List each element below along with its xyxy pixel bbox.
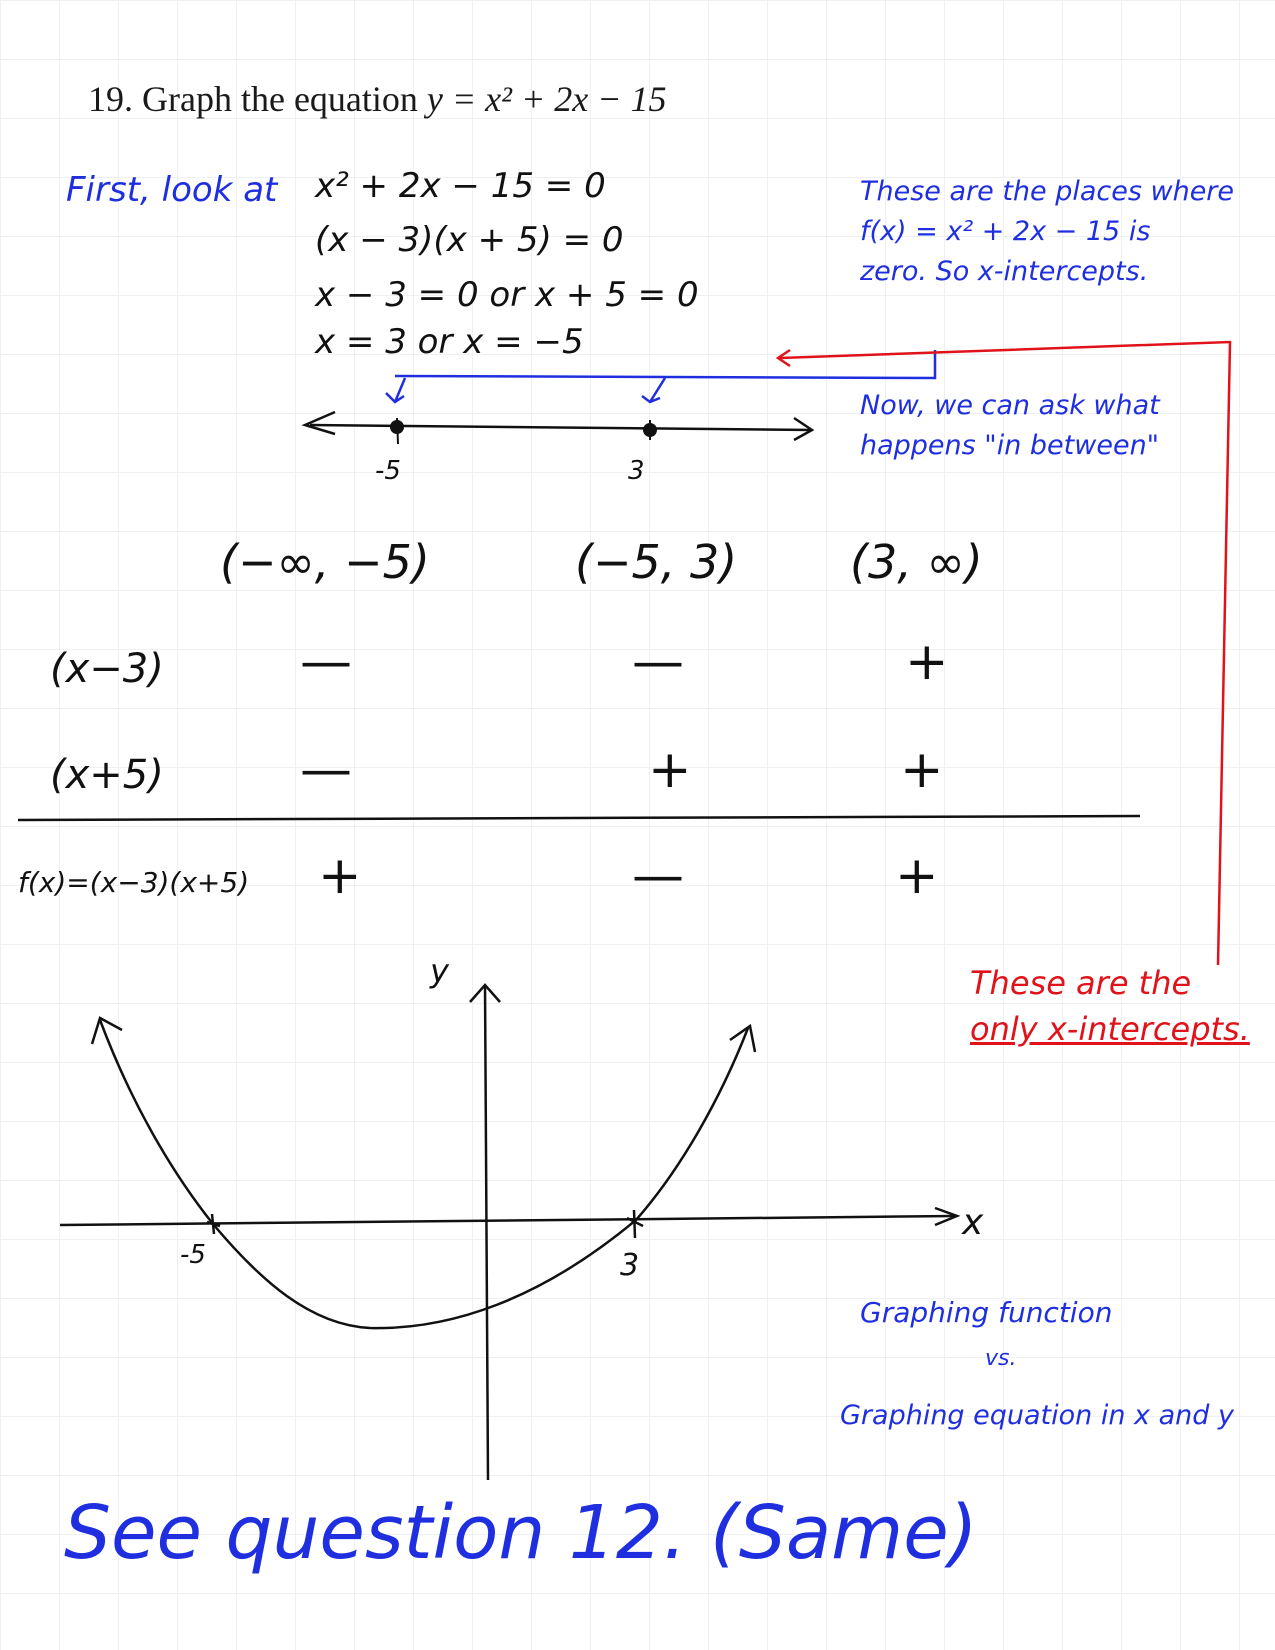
number-line-right-arrow — [793, 416, 815, 442]
question-number: 19. — [88, 79, 133, 119]
graph-x-label: x — [962, 1202, 984, 1243]
sign-r2-c2: + — [648, 740, 692, 800]
sign-table-divider — [17, 814, 1141, 822]
sign-r1-c3: + — [905, 632, 949, 692]
work-intro: First, look at — [66, 170, 278, 210]
sign-r2-c3: + — [900, 740, 944, 800]
note-between-line-2: happens "in between" — [860, 430, 1160, 461]
parabola-curve — [98, 1019, 750, 1330]
row-label-fx: f(x)=(x−3)(x+5) — [18, 866, 250, 899]
parabola-arrow-right — [729, 1023, 757, 1053]
y-axis — [483, 984, 490, 1481]
sign-r3-c2: — — [632, 846, 684, 906]
note-compare-line-1: Graphing function — [860, 1296, 1113, 1329]
note-between-line-1: Now, we can ask what — [860, 390, 1160, 421]
note-between: Now, we can ask what happens "in between… — [860, 386, 1160, 466]
y-axis-arrow — [469, 983, 501, 1003]
number-line-label-right: 3 — [628, 456, 645, 486]
work-line-2: (x − 3)(x + 5) = 0 — [315, 220, 624, 260]
parabola-arrow-left — [90, 1016, 123, 1045]
graph-y-label: y — [430, 952, 449, 990]
sign-r2-c1: — — [300, 740, 352, 800]
sign-r1-c2: — — [632, 632, 684, 692]
question-heading: 19. Graph the equation y = x² + 2x − 15 — [88, 78, 667, 120]
interval-2: (−5, 3) — [575, 535, 738, 589]
sign-r3-c1: + — [318, 846, 362, 906]
question-prompt: Graph the equation — [142, 79, 418, 119]
blue-arrow-right — [641, 377, 667, 404]
note-only-intercepts: These are the only x-intercepts. — [970, 960, 1250, 1052]
note-zeros-line-1: These are the places where — [860, 176, 1235, 207]
note-compare-line-3: Graphing equation in x and y — [840, 1400, 1234, 1431]
sign-r3-c3: + — [895, 846, 939, 906]
note-zeros: These are the places where f(x) = x² + 2… — [860, 172, 1234, 292]
note-zeros-line-3: zero. So x-intercepts. — [860, 256, 1149, 287]
number-line — [309, 423, 813, 432]
interval-3: (3, ∞) — [850, 535, 983, 589]
interval-1: (−∞, −5) — [220, 535, 430, 589]
x-axis-arrow — [934, 1206, 961, 1227]
see-question-note: See question 12. (Same) — [64, 1490, 978, 1576]
note-compare-line-2: vs. — [985, 1346, 1017, 1371]
red-arrowhead — [775, 348, 791, 368]
red-connector — [779, 340, 1232, 966]
question-equation: y = x² + 2x − 15 — [426, 79, 667, 119]
row-label-x-plus-5: (x+5) — [50, 752, 164, 798]
tick-left — [396, 417, 399, 445]
work-line-3: x − 3 = 0 or x + 5 = 0 — [315, 275, 699, 315]
blue-arrow-left — [385, 377, 407, 404]
number-line-label-left: -5 — [375, 456, 401, 486]
note-zeros-line-2: f(x) = x² + 2x − 15 is — [860, 216, 1151, 247]
work-line-1: x² + 2x − 15 = 0 — [315, 166, 606, 206]
graph-left-intercept-label: -5 — [180, 1240, 206, 1270]
note-only-line-2: only x-intercepts. — [970, 1010, 1250, 1048]
row-label-x-minus-3: (x−3) — [50, 646, 164, 692]
x-axis — [59, 1214, 956, 1227]
blue-bracket — [394, 350, 937, 380]
graph-right-intercept-label: 3 — [620, 1248, 640, 1283]
work-line-4: x = 3 or x = −5 — [315, 322, 584, 362]
note-only-line-1: These are the — [970, 964, 1192, 1002]
number-line-left-arrow — [301, 410, 336, 436]
sign-r1-c1: — — [300, 632, 352, 692]
